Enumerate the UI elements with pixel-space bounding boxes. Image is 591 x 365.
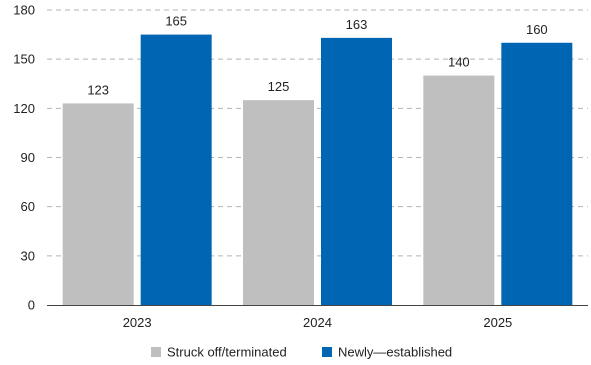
grid bbox=[47, 9, 588, 257]
data-label-2023-series-2: 165 bbox=[165, 14, 187, 29]
x-tick-label-2023: 2023 bbox=[123, 315, 152, 330]
y-tick-label: 0 bbox=[28, 298, 35, 313]
bars bbox=[62, 34, 573, 306]
y-tick-label: 120 bbox=[13, 101, 35, 116]
axes: 0 30 60 90 120 150 180 2023 2024 2025 bbox=[13, 3, 588, 330]
y-tick-label: 90 bbox=[21, 150, 35, 165]
y-tick-label: 180 bbox=[13, 3, 35, 18]
x-tick-label-2024: 2024 bbox=[303, 315, 332, 330]
legend-swatch-1 bbox=[151, 347, 161, 357]
bar-2023-series-2 bbox=[140, 34, 212, 305]
bar-2024-series-2 bbox=[321, 37, 392, 305]
bar-2025-series-2 bbox=[501, 42, 573, 306]
data-label-2025-series-2: 160 bbox=[526, 22, 548, 37]
data-label-2025-series-1: 140 bbox=[448, 55, 470, 70]
y-tick-label: 60 bbox=[21, 199, 35, 214]
legend-label-1: Struck off/terminated bbox=[167, 345, 287, 360]
x-tick-label-2025: 2025 bbox=[483, 315, 512, 330]
legend: Struck off/terminated Newly—established bbox=[151, 345, 452, 360]
data-label-2024-series-1: 125 bbox=[268, 79, 290, 94]
bar-2024-series-1 bbox=[243, 100, 314, 305]
bar-2023-series-1 bbox=[62, 103, 134, 306]
data-label-2024-series-2: 163 bbox=[346, 17, 368, 32]
y-tick-label: 150 bbox=[13, 52, 35, 67]
legend-label-2: Newly—established bbox=[338, 345, 452, 360]
data-label-2023-series-1: 123 bbox=[87, 82, 109, 97]
bar-2025-series-1 bbox=[423, 75, 495, 305]
data-labels: 123 165 125 163 140 160 bbox=[87, 14, 547, 98]
y-tick-label: 30 bbox=[21, 248, 35, 263]
legend-swatch-2 bbox=[322, 347, 332, 357]
